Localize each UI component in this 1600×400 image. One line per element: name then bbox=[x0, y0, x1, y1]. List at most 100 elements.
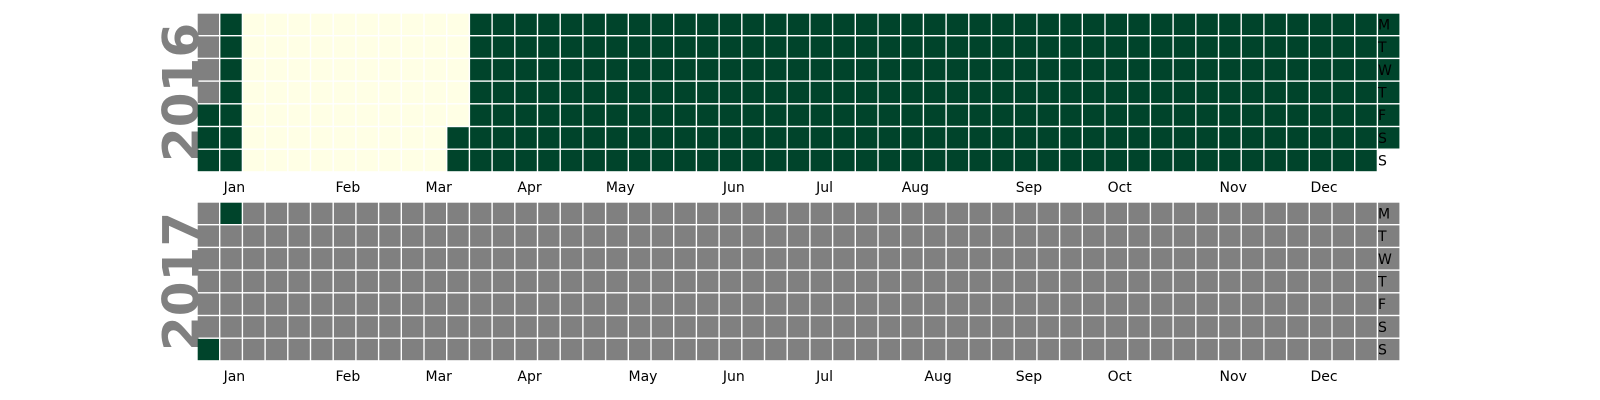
day-cell bbox=[992, 13, 1014, 35]
day-cell bbox=[333, 225, 356, 247]
day-cell bbox=[265, 81, 288, 104]
day-cell bbox=[1241, 127, 1264, 149]
day-cell bbox=[1287, 13, 1309, 35]
day-cell bbox=[1151, 59, 1173, 81]
day-cell bbox=[379, 36, 401, 58]
day-cell bbox=[810, 104, 832, 126]
day-cell bbox=[697, 270, 719, 293]
day-cell bbox=[606, 270, 628, 293]
day-cell bbox=[765, 248, 787, 270]
day-cell bbox=[1060, 202, 1082, 224]
day-cell bbox=[606, 13, 628, 35]
day-cell bbox=[447, 127, 469, 149]
day-cell bbox=[1105, 36, 1127, 58]
day-cell bbox=[470, 59, 492, 81]
day-cell bbox=[197, 248, 219, 270]
day-cell bbox=[719, 127, 742, 149]
day-cell bbox=[1264, 81, 1286, 104]
day-cell bbox=[333, 13, 356, 35]
day-cell bbox=[878, 293, 900, 315]
day-cell bbox=[288, 127, 310, 149]
day-cell bbox=[243, 104, 265, 126]
day-cell bbox=[651, 316, 673, 338]
day-cell bbox=[424, 293, 446, 315]
day-cell bbox=[424, 270, 446, 293]
day-cell bbox=[629, 127, 651, 149]
day-cell bbox=[924, 316, 946, 338]
day-cell bbox=[1264, 104, 1286, 126]
day-cell bbox=[629, 293, 651, 315]
day-cell bbox=[265, 202, 288, 224]
day-cell bbox=[1196, 104, 1218, 126]
day-cell bbox=[333, 104, 356, 126]
day-cell bbox=[424, 316, 446, 338]
day-cell bbox=[1332, 36, 1354, 58]
day-cell bbox=[1173, 225, 1196, 247]
day-cell bbox=[1151, 293, 1173, 315]
day-cell bbox=[1128, 149, 1150, 172]
day-cell bbox=[742, 248, 764, 270]
day-cell bbox=[1332, 104, 1354, 126]
day-cell bbox=[833, 59, 855, 81]
day-cell bbox=[583, 36, 605, 58]
day-cell bbox=[1264, 149, 1286, 172]
day-cell bbox=[674, 36, 696, 58]
day-cell bbox=[606, 225, 628, 247]
day-cell bbox=[719, 293, 742, 315]
day-cell bbox=[1241, 248, 1264, 270]
day-cell bbox=[1310, 13, 1332, 35]
day-cell bbox=[288, 225, 310, 247]
day-cell bbox=[1151, 13, 1173, 35]
month-label: Jan bbox=[223, 369, 246, 385]
day-cell bbox=[243, 13, 265, 35]
month-label: Oct bbox=[1108, 180, 1133, 196]
month-label: Nov bbox=[1220, 180, 1247, 196]
day-cell bbox=[1264, 338, 1286, 361]
day-cell bbox=[1037, 316, 1059, 338]
day-cell bbox=[424, 104, 446, 126]
day-cell bbox=[606, 316, 628, 338]
day-cell bbox=[424, 248, 446, 270]
day-cell bbox=[560, 59, 583, 81]
day-cell bbox=[470, 104, 492, 126]
day-cell bbox=[220, 270, 242, 293]
day-cell bbox=[515, 104, 537, 126]
day-cell bbox=[288, 36, 310, 58]
day-cell bbox=[583, 59, 605, 81]
day-cell bbox=[1105, 225, 1127, 247]
day-cell bbox=[878, 13, 900, 35]
day-cell bbox=[901, 81, 923, 104]
day-cell bbox=[878, 149, 900, 172]
day-cell bbox=[1378, 59, 1400, 81]
day-cell bbox=[492, 202, 515, 224]
day-cell bbox=[379, 293, 401, 315]
day-cell bbox=[901, 293, 923, 315]
day-cell bbox=[1241, 225, 1264, 247]
day-cell bbox=[1287, 59, 1309, 81]
day-cell bbox=[946, 36, 969, 58]
day-cell bbox=[311, 13, 333, 35]
day-cell bbox=[810, 225, 832, 247]
day-cell bbox=[447, 270, 469, 293]
month-label: Apr bbox=[517, 180, 541, 196]
day-cell bbox=[515, 316, 537, 338]
day-cell bbox=[583, 202, 605, 224]
day-cell bbox=[1241, 104, 1264, 126]
day-cell bbox=[1151, 36, 1173, 58]
day-cell bbox=[1151, 248, 1173, 270]
day-cell bbox=[1037, 338, 1059, 361]
day-cell bbox=[1196, 338, 1218, 361]
weekday-label: T bbox=[1377, 40, 1387, 56]
day-cell bbox=[1287, 248, 1309, 270]
day-cell bbox=[1355, 149, 1377, 172]
day-cell bbox=[583, 225, 605, 247]
day-cell bbox=[1037, 127, 1059, 149]
day-cell bbox=[1332, 270, 1354, 293]
day-cell bbox=[1173, 202, 1196, 224]
day-cell bbox=[492, 248, 515, 270]
day-cell bbox=[583, 316, 605, 338]
day-cell bbox=[220, 127, 242, 149]
day-cell bbox=[1173, 127, 1196, 149]
day-cell bbox=[1332, 293, 1354, 315]
